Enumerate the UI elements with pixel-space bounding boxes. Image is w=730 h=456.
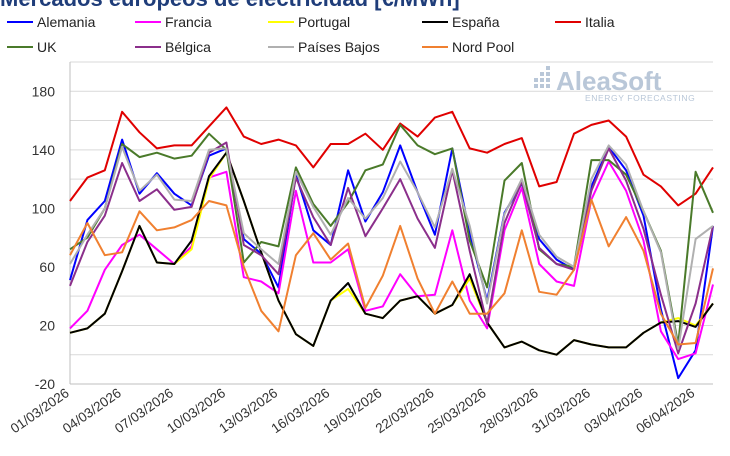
watermark-main-text: AleaSoft	[556, 66, 662, 96]
legend-label: Nord Pool	[452, 39, 514, 55]
legend: Alemania Francia Portugal España Italia UK Bél…	[7, 14, 615, 55]
legend-label: Países Bajos	[298, 39, 380, 55]
gridlines	[69, 61, 713, 385]
legend-label: Italia	[585, 14, 615, 30]
logo-dot	[540, 78, 544, 82]
y-tick-label: 100	[32, 200, 56, 216]
aleasoft-logo-icon	[534, 66, 550, 88]
series-line-uk	[69, 123, 714, 346]
logo-dot	[546, 72, 550, 76]
y-tick-label: 140	[32, 142, 56, 158]
legend-label: Francia	[165, 14, 212, 30]
legend-label: Portugal	[298, 14, 350, 30]
logo-dot	[534, 84, 538, 88]
series-line-españa	[69, 151, 714, 356]
logo-dot	[546, 84, 550, 88]
y-tick-label: -20	[35, 376, 55, 392]
y-tick-label: 60	[39, 259, 55, 275]
logo-dot	[540, 72, 544, 76]
x-tick-label: 06/04/2026	[633, 385, 697, 436]
series-line-países-bajos	[69, 144, 714, 350]
watermark-sub-text: ENERGY FORECASTING	[585, 93, 695, 103]
y-tick-label: 20	[39, 317, 55, 333]
logo-dot	[534, 78, 538, 82]
legend-label: España	[452, 14, 500, 30]
legend-label: Bélgica	[165, 39, 211, 55]
x-axis-ticks: 01/03/202604/03/202607/03/202610/03/2026…	[8, 385, 698, 436]
series-line-nord-pool	[69, 198, 714, 346]
series-line-francia	[69, 160, 714, 361]
logo-dot	[546, 78, 550, 82]
series-lines	[69, 106, 714, 380]
logo-dot	[540, 84, 544, 88]
y-tick-label: 180	[32, 83, 56, 99]
legend-label: Alemania	[37, 14, 96, 30]
legend-label: UK	[37, 39, 57, 55]
y-axis-ticks: -20 20 60 100 140 180	[32, 83, 56, 392]
aleasoft-watermark: AleaSoft ENERGY FORECASTING	[534, 66, 695, 103]
series-line-bélgica	[69, 141, 714, 355]
series-line-italia	[69, 106, 714, 207]
logo-dot	[546, 66, 550, 70]
chart-title: Mercados europeos de electricidad [€/MWh…	[0, 0, 460, 12]
